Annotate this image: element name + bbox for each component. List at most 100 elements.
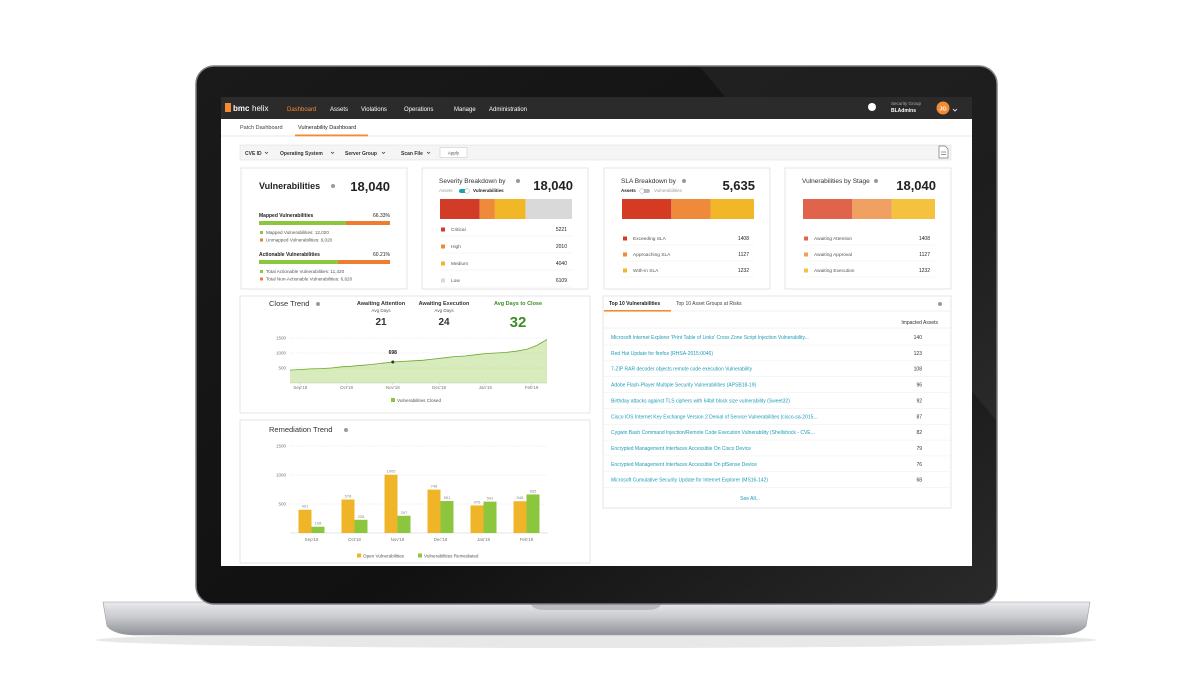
see-all-link[interactable]: See All... (740, 496, 760, 502)
avatar[interactable] (936, 101, 950, 115)
apply-button[interactable] (439, 147, 468, 158)
nav-item[interactable]: Operations (404, 107, 433, 113)
info-icon (316, 302, 320, 306)
percent-label: 60.21% (373, 252, 391, 258)
legend-swatch (623, 268, 627, 273)
impacted-count: 82 (916, 430, 922, 436)
data-label: 578 (345, 493, 352, 498)
y-tick-label: 1500 (276, 444, 287, 449)
vulnerability-link[interactable]: Microsoft Cumulative Security Update for… (611, 478, 768, 484)
percent-bar-rest (337, 260, 390, 264)
bar (470, 505, 484, 533)
legend-swatch (391, 398, 395, 402)
avatar-initials: JG (939, 107, 946, 113)
column-header: Impacted Assets (901, 320, 938, 326)
card-title: Vulnerabilities (259, 181, 320, 191)
nav-item[interactable]: Violations (361, 107, 387, 113)
filter[interactable]: Server Group (345, 151, 377, 157)
filter[interactable]: Operating System (280, 151, 323, 157)
vulnerability-link[interactable]: 7-ZIP RAR decoder objects remote code ex… (611, 367, 753, 373)
card-total: 18,040 (896, 178, 936, 193)
x-tick-label: Nov'18 (391, 537, 405, 542)
legend-swatch (441, 278, 445, 283)
stat-label: Awaiting Attention (357, 301, 406, 307)
bar (341, 499, 355, 533)
vulnerability-link[interactable]: Microsoft Internet Explorer 'Print Table… (611, 335, 809, 341)
info-icon (938, 302, 942, 306)
vulnerability-link[interactable]: Encrypted Management Interfaces Accessib… (611, 446, 751, 452)
filter[interactable]: Scan File (401, 151, 423, 157)
card-title: Vulnerabilities by Stage (802, 178, 870, 185)
nav-item[interactable]: Manage (454, 107, 476, 113)
data-label: 748 (431, 484, 438, 489)
brand: bmc (233, 104, 250, 113)
export-icon[interactable] (938, 145, 949, 159)
dashboard: bmc helix Dashboard Assets Violations Operati… (221, 97, 972, 564)
impacted-count: 76 (916, 462, 922, 468)
legend-label: Open Vulnerabilities (363, 554, 405, 559)
vulnerability-link[interactable]: Encrypted Management Interfaces Accessib… (611, 462, 757, 468)
legend-swatch (441, 244, 445, 249)
legend-label: Vulnerabilities Remediated (424, 554, 479, 559)
y-tick-label: 1000 (276, 351, 287, 356)
vulnerability-link[interactable]: Cisco IOS Internet Key Exchange Version … (611, 414, 818, 420)
user-group: BLAdmins (891, 108, 916, 114)
label: Total Actionable Vulnerabilities: 11,420 (266, 269, 345, 274)
info-icon (874, 179, 878, 183)
apply-label[interactable]: Apply (448, 151, 460, 156)
legend-swatch (623, 236, 627, 241)
legend-swatch (418, 553, 422, 558)
caret (952, 108, 958, 112)
panel (602, 295, 952, 509)
panel (421, 167, 589, 290)
panel (239, 295, 591, 414)
tab[interactable]: Top 10 Vulnerabilities (609, 301, 660, 307)
filter[interactable]: CVE ID (245, 151, 262, 157)
x-tick-label: Oct'18 (340, 385, 353, 390)
label: Approaching SLA (633, 252, 671, 258)
x-tick-label: Jan'19 (479, 385, 493, 390)
info-icon (344, 428, 348, 432)
tab[interactable]: Vulnerability Dashboard (298, 125, 356, 131)
vulnerability-link[interactable]: Red Hat Update for firefox (RHSA-2015:00… (611, 351, 713, 357)
label: Actionable Vulnerabilities (259, 252, 320, 258)
impacted-count: 79 (916, 446, 922, 452)
caret (330, 151, 335, 154)
label: Critical (451, 227, 466, 233)
nav-item[interactable]: Administration (489, 107, 527, 113)
caret (264, 151, 269, 154)
tab[interactable]: Top 10 Asset Groups at Risks (676, 301, 742, 307)
stacked-segment (891, 199, 935, 219)
legend-swatch (357, 553, 361, 558)
vulnerability-link[interactable]: Cygwin Bash Command Injection/Remote Cod… (611, 430, 815, 436)
y-tick-label: 500 (278, 502, 286, 507)
stat-value: 32 (510, 314, 527, 331)
card-total: 18,040 (533, 178, 573, 193)
panel (603, 167, 771, 290)
card-title: SLA Breakdown by (621, 178, 677, 185)
shadow (96, 632, 1096, 648)
vulnerability-link[interactable]: Adobe Flash-Player Multiple Security Vul… (611, 383, 756, 389)
chart-title: Close Trend (269, 299, 309, 308)
data-label: 551 (444, 495, 451, 500)
y-tick-label: 500 (278, 366, 286, 371)
bar (397, 515, 411, 533)
nav-item[interactable]: Assets (330, 107, 348, 113)
info-icon (331, 184, 335, 188)
label: Low (451, 278, 460, 284)
legend-swatch (260, 277, 263, 281)
tab[interactable]: Patch Dashboard (240, 125, 283, 131)
impacted-count: 108 (914, 367, 923, 373)
x-tick-label: Feb'19 (520, 537, 534, 542)
nav-item[interactable]: Dashboard (287, 107, 316, 113)
impacted-count: 87 (916, 414, 922, 420)
x-tick-label: Jan'19 (477, 537, 491, 542)
y-tick-label: 1000 (276, 473, 287, 478)
vulnerability-link[interactable]: Birthday attacks against TLS ciphers wit… (611, 398, 790, 404)
legend-swatch (441, 261, 445, 266)
x-tick-label: Dec'18 (432, 385, 446, 390)
item-value: 1127 (738, 252, 749, 258)
data-label: 228 (358, 514, 365, 519)
legend-swatch (260, 238, 263, 242)
help-icon[interactable] (868, 103, 876, 111)
